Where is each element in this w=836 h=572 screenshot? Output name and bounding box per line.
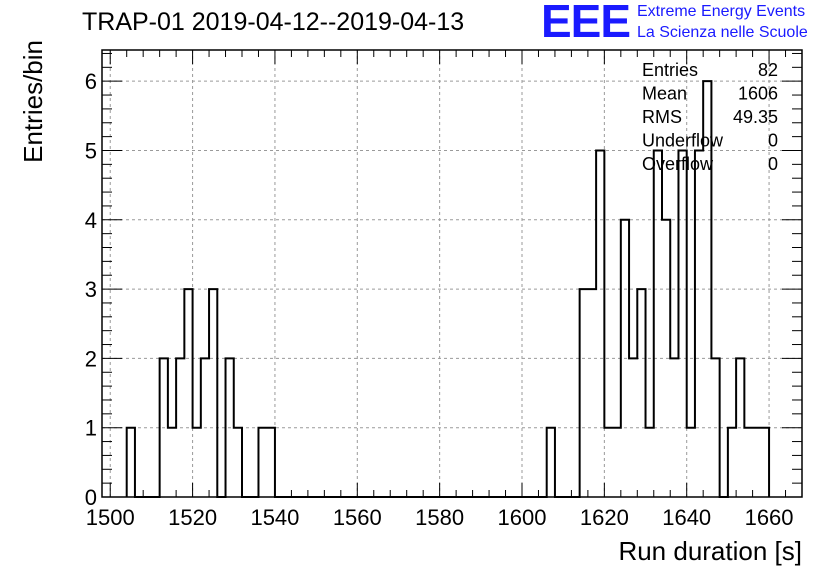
histogram-bin (728, 428, 736, 497)
logo-line-1: Extreme Energy Events (637, 3, 806, 20)
plot-frame (101, 49, 803, 498)
stat-value: 0 (768, 154, 778, 174)
logo-mark: EEE (541, 0, 631, 47)
x-axis-title: Run duration [s] (618, 536, 802, 566)
x-tick-label: 1620 (580, 505, 629, 530)
histogram-bin (695, 150, 703, 497)
histogram-bin (596, 150, 604, 497)
stat-label: Mean (642, 84, 687, 104)
histogram-bin (637, 289, 645, 497)
y-tick-label: 0 (85, 485, 97, 510)
x-tick-label: 1520 (168, 505, 217, 530)
y-tick-label: 1 (85, 416, 97, 441)
x-tick-label: 1600 (498, 505, 547, 530)
y-axis-title: Entries/bin (18, 40, 48, 163)
axis-ticks: 1500 1520 1540 1560 1580 1600 1620 1640 1660 0 1 2 3… (85, 50, 803, 530)
y-tick-label: 3 (85, 277, 97, 302)
histogram-bin (580, 289, 588, 497)
histogram-bin (761, 428, 769, 497)
grid (102, 50, 802, 497)
histogram-bin (604, 428, 612, 497)
histogram-bin (744, 428, 752, 497)
histogram-bin (646, 428, 654, 497)
histogram-bin (127, 428, 135, 497)
logo-line-2: La Scienza nelle Scuole (637, 24, 808, 41)
stats-box: Entries 82 Mean 1606 RMS 49.35 Underflow 0 Overf… (642, 60, 778, 174)
histogram-bin (753, 428, 761, 497)
x-tick-label: 1660 (745, 505, 794, 530)
histogram-bin (687, 428, 695, 497)
histogram-bin (168, 428, 176, 497)
stat-label: Overflow (642, 154, 714, 174)
histogram-bin (267, 428, 275, 497)
stat-value: 49.35 (733, 107, 778, 127)
x-tick-label: 1640 (662, 505, 711, 530)
stat-label: RMS (642, 107, 682, 127)
stat-label: Underflow (642, 131, 724, 151)
histogram-bin (258, 428, 266, 497)
histogram-bin (184, 289, 192, 497)
histogram-bin (588, 289, 596, 497)
stat-value: 1606 (738, 84, 778, 104)
x-tick-label: 1560 (333, 505, 382, 530)
histogram-bin (654, 150, 662, 497)
stat-label: Entries (642, 60, 698, 80)
histogram-bin (613, 428, 621, 497)
y-tick-label: 4 (85, 208, 97, 233)
x-tick-label: 1540 (250, 505, 299, 530)
y-tick-label: 2 (85, 346, 97, 371)
y-tick-label: 6 (85, 69, 97, 94)
x-tick-label: 1580 (415, 505, 464, 530)
histogram-bin (209, 289, 217, 497)
stat-value: 0 (768, 131, 778, 151)
histogram-bin (234, 428, 242, 497)
histogram-bin (678, 150, 686, 497)
histogram-bin (193, 428, 201, 497)
x-tick-label: 1500 (86, 505, 135, 530)
chart-title: TRAP-01 2019-04-12--2019-04-13 (82, 8, 465, 36)
histogram-bin (547, 428, 555, 497)
y-tick-label: 5 (85, 138, 97, 163)
stat-value: 82 (758, 60, 778, 80)
